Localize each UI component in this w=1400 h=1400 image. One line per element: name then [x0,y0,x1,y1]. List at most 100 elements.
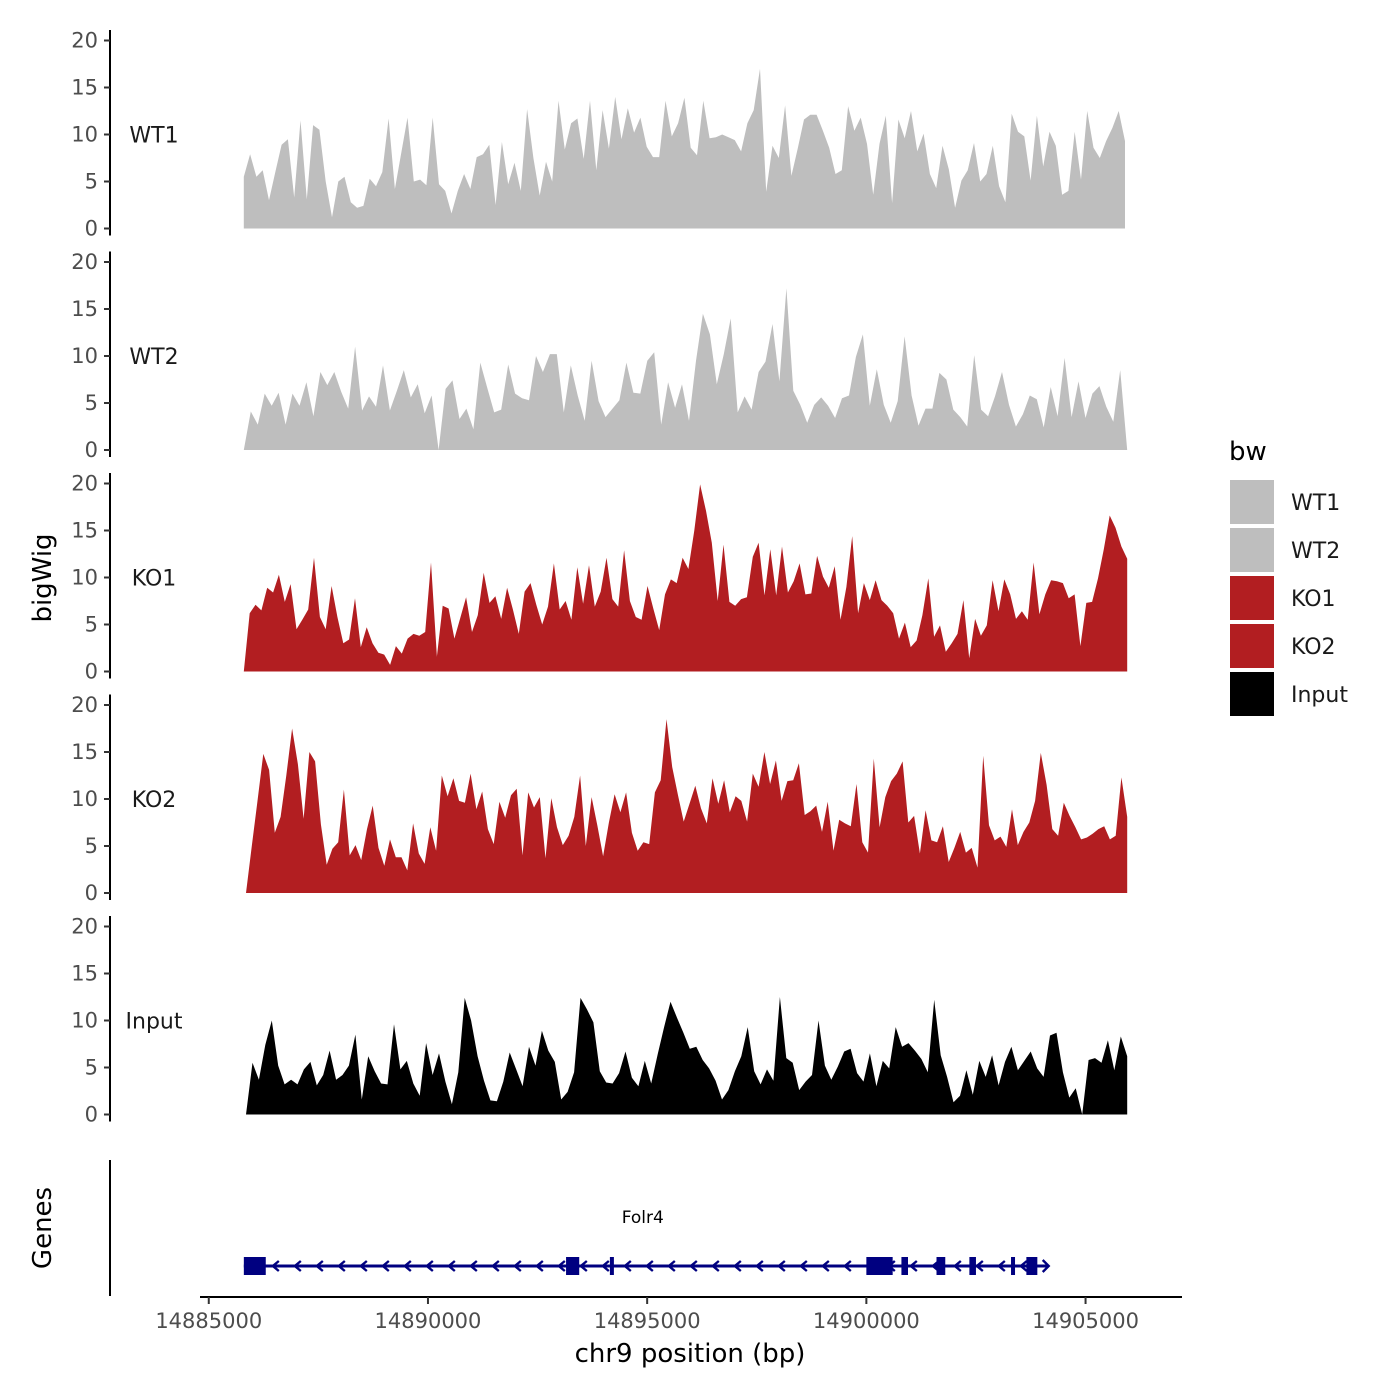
strand-arrow [1018,1260,1028,1272]
strand-arrow [1041,1259,1051,1273]
strand-arrow [292,1260,302,1272]
y-tick-label: 0 [85,881,98,905]
strand-arrow [534,1260,544,1272]
x-tick-label: 14900000 [813,1309,920,1333]
gene-exon [936,1257,946,1275]
y-tick-label: 20 [71,29,98,53]
strand-arrow [798,1260,808,1272]
strand-arrow [578,1260,588,1272]
strand-arrow [512,1260,522,1272]
coverage-tracks: 0 5 10 15 20 WT1 0 5 10 15 20 WT2 0 5 10 15 20 KO1 0 5 10 15 2… [71,29,1128,1127]
track-label-ko1: KO1 [132,567,177,592]
y-axis-title: bigWig [28,533,58,622]
legend-label-wt1: WT1 [1291,491,1340,516]
y-tick-label: 5 [85,170,98,194]
strand-arrow [644,1260,654,1272]
track-label-input: Input [126,1010,183,1035]
track-ko2: 0 5 10 15 20 KO2 [71,693,1128,905]
y-tick-label: 0 [85,438,98,462]
strand-arrow [424,1260,434,1272]
y-tick-label: 0 [85,1103,98,1127]
strand-arrow [314,1260,324,1272]
strand-arrow [622,1260,632,1272]
strand-arrow [380,1260,390,1272]
gene-exon [566,1257,580,1275]
gene-exon [1011,1257,1016,1275]
track-label-wt2: WT2 [129,345,178,370]
x-tick-label: 14895000 [594,1309,701,1333]
strand-arrow [974,1260,984,1272]
legend-key-input [1230,672,1274,716]
genes-track-title: Genes [28,1187,58,1269]
strand-arrow [270,1260,280,1272]
y-tick-label: 15 [71,519,98,543]
area-input [246,997,1128,1115]
strand-arrow [336,1260,346,1272]
legend-label-wt2: WT2 [1291,539,1340,564]
y-tick-label: 5 [85,834,98,858]
x-tick-label: 14890000 [375,1309,482,1333]
track-label-ko2: KO2 [132,788,177,813]
y-tick-label: 0 [85,660,98,684]
x-axis: chr9 position (bp) 14885000 14890000 14895… [155,1296,1182,1369]
strand-arrow [688,1260,698,1272]
strand-arrow [556,1260,566,1272]
area-wt2 [243,288,1128,450]
legend-key-wt2 [1230,528,1274,572]
y-tick-label: 10 [71,344,98,368]
y-tick-label: 10 [71,566,98,590]
track-wt1: 0 5 10 15 20 WT1 [71,29,1126,241]
x-tick-label: 14905000 [1032,1309,1139,1333]
y-tick-label: 10 [71,787,98,811]
y-tick-label: 10 [71,1009,98,1033]
y-tick-label: 10 [71,123,98,147]
legend-label-ko2: KO2 [1291,635,1336,660]
track-label-wt1: WT1 [129,124,178,149]
legend: bw WT1 WT2 KO1 KO2 Input [1229,437,1348,716]
gene-exon [901,1257,909,1275]
y-tick-label: 15 [71,740,98,764]
y-tick-label: 5 [85,613,98,637]
genes-track: Genes Folr4 [28,1160,1051,1296]
x-axis-title: chr9 position (bp) [575,1339,806,1369]
strand-arrow [732,1260,742,1272]
y-tick-label: 20 [71,472,98,496]
legend-label-input: Input [1291,683,1348,708]
track-wt2: 0 5 10 15 20 WT2 [71,250,1128,462]
strand-arrow [754,1260,764,1272]
legend-key-ko1 [1230,576,1274,620]
y-tick-label: 0 [85,217,98,241]
strand-arrow [952,1260,962,1272]
legend-label-ko1: KO1 [1291,587,1336,612]
strand-arrow [490,1260,500,1272]
y-tick-label: 20 [71,693,98,717]
strand-arrow [468,1260,478,1272]
track-input: 0 5 10 15 20 Input [71,915,1128,1127]
strand-arrow [446,1260,456,1272]
legend-title: bw [1229,437,1267,467]
gene-exon [609,1257,614,1275]
strand-arrow [600,1260,610,1272]
strand-arrow [402,1260,412,1272]
y-tick-label: 15 [71,76,98,100]
legend-key-ko2 [1230,624,1274,668]
strand-arrow [908,1260,918,1272]
area-wt1 [243,68,1126,229]
y-tick-label: 20 [71,915,98,939]
y-tick-label: 15 [71,297,98,321]
legend-key-wt1 [1230,480,1274,524]
strand-arrow [776,1260,786,1272]
strand-arrow [710,1260,720,1272]
gene-exon [866,1257,893,1275]
track-ko1: 0 5 10 15 20 KO1 [71,472,1128,684]
gene-exon [969,1257,976,1275]
gene-label: Folr4 [622,1208,664,1228]
x-tick-label: 14885000 [155,1309,262,1333]
strand-arrow [358,1260,368,1272]
y-tick-label: 5 [85,1056,98,1080]
area-ko1 [243,484,1128,672]
y-tick-label: 5 [85,391,98,415]
y-tick-label: 15 [71,962,98,986]
strand-arrow [820,1260,830,1272]
